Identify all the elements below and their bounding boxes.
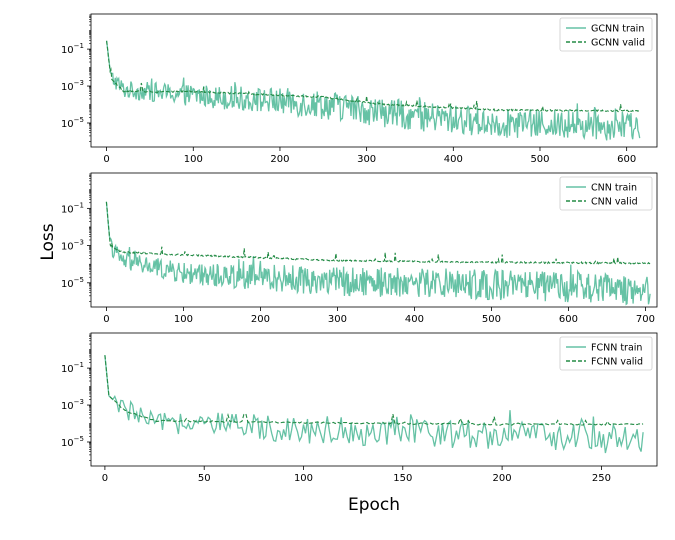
- x-tick-label: 100: [294, 473, 313, 484]
- y-tick-label: 10−5: [61, 435, 84, 449]
- series-line-cnn-train: [105, 201, 651, 306]
- panel-2: 0 100 200 300 400 500 600 700 10−5 10−3 10−1 CNN tr…: [61, 172, 658, 325]
- y-tick-label: 10−1: [61, 42, 84, 56]
- y-tick-label: 10−1: [61, 361, 84, 375]
- legend-label: FCNN train: [591, 343, 642, 354]
- series-line-gcnn-valid: [106, 40, 640, 113]
- x-tick-label: 500: [530, 154, 549, 165]
- legend-label: CNN valid: [591, 197, 638, 208]
- y-tick-label: 10−3: [61, 239, 84, 253]
- x-tick-label: 50: [198, 473, 211, 484]
- legend-label: FCNN valid: [591, 357, 643, 368]
- x-tick-label: 200: [493, 473, 512, 484]
- x-tick-label: 600: [559, 314, 578, 325]
- series-line-fcnn-train: [104, 355, 644, 454]
- y-tick-label: 10−3: [61, 398, 84, 412]
- series-line-cnn-valid: [105, 201, 651, 265]
- x-tick-label: 0: [102, 473, 108, 484]
- y-tick-label: 10−5: [61, 276, 84, 290]
- y-tick-label: 10−1: [61, 201, 84, 215]
- x-tick-label: 300: [328, 314, 347, 325]
- x-tick-label: 300: [357, 154, 376, 165]
- x-tick-label: 700: [636, 314, 655, 325]
- y-axis-label: Loss: [38, 223, 58, 260]
- legend-label: CNN train: [591, 183, 637, 194]
- legend: FCNN train FCNN valid: [559, 336, 653, 371]
- series-line-fcnn-valid: [104, 355, 644, 426]
- x-tick-label: 0: [103, 154, 109, 165]
- y-tick-label: 10−5: [61, 116, 84, 130]
- legend-label: GCNN train: [591, 24, 644, 35]
- x-tick-label: 150: [393, 473, 412, 484]
- plot-frame: [90, 332, 658, 467]
- plot-frame: [90, 13, 658, 148]
- x-tick-label: 200: [270, 154, 289, 165]
- x-tick-label: 0: [103, 314, 109, 325]
- x-axis-label: Epoch: [348, 495, 400, 515]
- x-tick-label: 100: [174, 314, 193, 325]
- x-tick-label: 200: [251, 314, 270, 325]
- panel-1: 0 100 200 300 400 500 600 10−5 10−3 10−1 GCNN trai…: [61, 13, 658, 165]
- x-tick-label: 400: [405, 314, 424, 325]
- legend: CNN train CNN valid: [559, 176, 653, 211]
- series-line-gcnn-train: [105, 40, 641, 141]
- legend-label: GCNN valid: [591, 38, 645, 49]
- x-tick-label: 250: [592, 473, 611, 484]
- plot-frame: [90, 172, 658, 308]
- x-tick-label: 600: [617, 154, 636, 165]
- x-tick-label: 100: [184, 154, 203, 165]
- legend: GCNN train GCNN valid: [559, 17, 653, 52]
- x-tick-label: 500: [482, 314, 501, 325]
- y-tick-label: 10−3: [61, 79, 84, 93]
- x-tick-label: 400: [444, 154, 463, 165]
